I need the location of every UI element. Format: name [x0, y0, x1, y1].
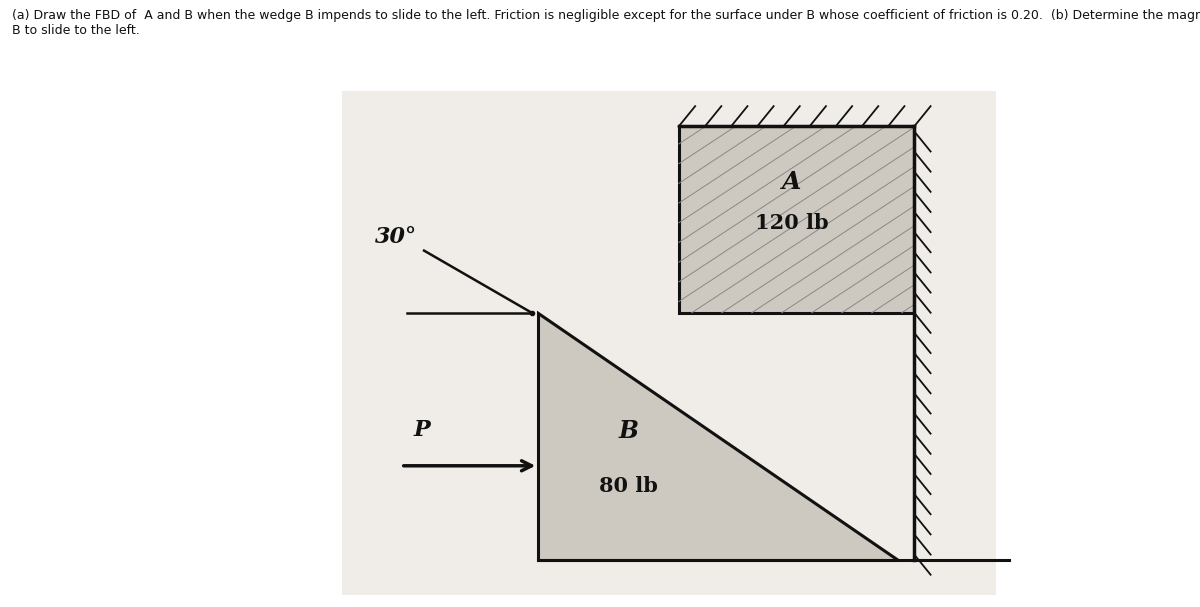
- Text: A: A: [782, 170, 802, 194]
- Bar: [342, 91, 996, 595]
- Text: 120 lb: 120 lb: [755, 213, 829, 233]
- Text: P: P: [414, 419, 431, 441]
- Text: 30°: 30°: [376, 226, 418, 248]
- Text: B: B: [618, 419, 638, 443]
- Bar: [679, 126, 914, 313]
- Text: 80 lb: 80 lb: [599, 475, 658, 495]
- Text: (a) Draw the FBD of  A and B when the wedge B impends to slide to the left. Fric: (a) Draw the FBD of A and B when the wed…: [12, 9, 1200, 37]
- Polygon shape: [539, 313, 898, 560]
